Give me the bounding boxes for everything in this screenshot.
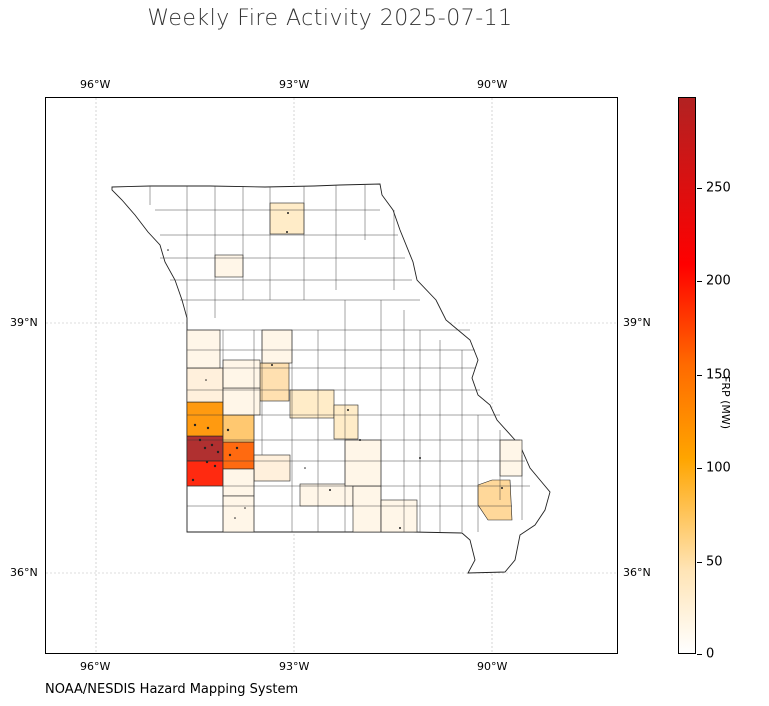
county-fill xyxy=(352,485,382,533)
lat-tick-left-39: 39°N xyxy=(10,316,38,329)
county-fill xyxy=(222,441,255,470)
county-fill xyxy=(253,454,291,482)
colorbar-tick-50 xyxy=(697,562,702,563)
colorbar-tick-0 xyxy=(697,654,702,655)
county-fill xyxy=(499,439,523,477)
county-fill xyxy=(222,414,255,443)
fire-point xyxy=(304,467,306,469)
colorbar-label-0: 0 xyxy=(706,646,715,662)
fire-point xyxy=(206,426,210,430)
fire-point xyxy=(203,446,207,450)
lon-tick-top-90: 90°W xyxy=(477,78,508,91)
fire-point xyxy=(167,249,169,251)
fire-point xyxy=(193,423,197,427)
fire-point xyxy=(271,364,273,366)
data-source: NOAA/NESDIS Hazard Mapping System xyxy=(45,682,299,697)
county-fill xyxy=(261,329,293,364)
county-fill xyxy=(222,468,255,497)
fire-point xyxy=(347,409,349,411)
lat-tick-right-39: 39°N xyxy=(623,316,651,329)
fire-point xyxy=(198,438,202,442)
lon-tick-bottom-90: 90°W xyxy=(477,660,508,673)
fire-point xyxy=(286,231,288,233)
fire-point xyxy=(205,379,207,381)
fire-point xyxy=(235,446,239,450)
lon-tick-top-93: 93°W xyxy=(279,78,310,91)
colorbar-label-100: 100 xyxy=(706,460,731,476)
fire-point xyxy=(399,527,401,529)
county-fill xyxy=(222,387,261,416)
fire-point xyxy=(501,487,503,489)
fire-detections xyxy=(167,212,503,529)
fire-point xyxy=(205,460,209,464)
lon-tick-top-96: 96°W xyxy=(80,78,111,91)
county-fill xyxy=(186,401,224,437)
colorbar-label-200: 200 xyxy=(706,273,731,289)
map-title: Weekly Fire Activity 2025-07-11 xyxy=(147,6,513,31)
county-fill xyxy=(186,329,221,369)
county-fill xyxy=(259,362,290,402)
lat-tick-right-36: 36°N xyxy=(623,566,651,579)
colorbar-label-250: 250 xyxy=(706,180,731,196)
fire-point xyxy=(419,457,421,459)
fire-point xyxy=(359,439,361,441)
county-borders xyxy=(149,185,530,532)
county-fill xyxy=(289,389,335,419)
county-fill xyxy=(380,499,418,533)
county-fill xyxy=(269,202,305,235)
fire-point xyxy=(213,464,217,468)
colorbar-tick-150 xyxy=(697,375,702,376)
fire-point xyxy=(226,428,230,432)
fire-point xyxy=(287,212,289,214)
colorbar-label-150: 150 xyxy=(706,367,731,383)
fire-point xyxy=(210,443,214,447)
colorbar-label-50: 50 xyxy=(706,554,723,570)
colorbar-tick-100 xyxy=(697,468,702,469)
fire-point xyxy=(244,507,246,509)
lon-tick-bottom-93: 93°W xyxy=(279,660,310,673)
colorbar-title: FRP (MW) xyxy=(719,376,732,430)
fire-point xyxy=(216,450,220,454)
colorbar-tick-250 xyxy=(697,188,702,189)
county-fill xyxy=(344,439,382,487)
fire-point xyxy=(234,517,236,519)
county-fill xyxy=(186,460,224,487)
county-fill xyxy=(333,404,359,440)
lat-tick-left-36: 36°N xyxy=(10,566,38,579)
fire-counties xyxy=(186,202,523,533)
county-fill xyxy=(214,254,244,278)
colorbar-tick-200 xyxy=(697,281,702,282)
fire-point xyxy=(329,489,331,491)
county-fill xyxy=(186,367,224,403)
colorbar xyxy=(678,97,696,654)
fire-point xyxy=(191,478,195,482)
county-fill xyxy=(222,495,255,533)
county-fill xyxy=(222,359,261,389)
fire-point xyxy=(228,453,232,457)
lon-tick-bottom-96: 96°W xyxy=(80,660,111,673)
